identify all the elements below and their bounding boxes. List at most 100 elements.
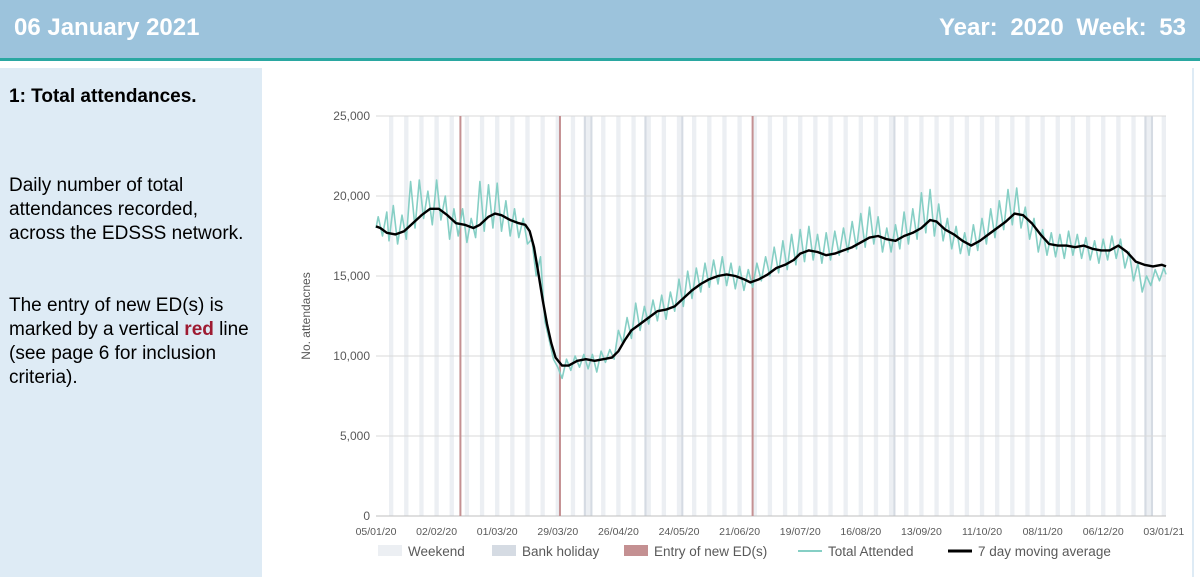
weekend-band <box>661 116 667 516</box>
weekend-band <box>767 116 773 516</box>
y-tick-label: 15,000 <box>333 269 370 283</box>
bank-holiday-band <box>893 116 896 516</box>
y-axis-label: No. attendacnes <box>299 272 313 359</box>
note-suffix: line (see page 6 for inclusion criteria)… <box>9 319 249 388</box>
y-tick-label: 0 <box>363 509 370 523</box>
weekend-band <box>888 116 894 516</box>
x-tick-label: 08/11/20 <box>1023 526 1063 538</box>
weekend-band <box>1055 116 1060 516</box>
section-note: The entry of new ED(s) is marked by a ve… <box>9 294 259 390</box>
legend-swatch <box>378 545 402 556</box>
bank-holiday-band <box>1150 116 1154 516</box>
panel-right-border <box>1192 68 1194 577</box>
legend-label: Total Attended <box>828 544 914 559</box>
year-week-label: Year: 2020 Week: 53 <box>938 14 1186 41</box>
x-tick-label: 02/02/20 <box>416 526 457 538</box>
weekend-band <box>388 116 394 516</box>
weekend-band <box>434 116 439 516</box>
weekend-band <box>479 116 485 516</box>
legend-label: Entry of new ED(s) <box>654 544 767 559</box>
x-tick-label: 11/10/20 <box>962 526 1002 538</box>
weekend-band <box>419 116 424 516</box>
weekend-band <box>540 116 545 516</box>
legend-label: Bank holiday <box>522 544 600 559</box>
weekend-band <box>722 116 727 516</box>
weekend-band <box>555 116 560 516</box>
bank-holiday-band <box>590 116 593 516</box>
weekend-band <box>995 116 1000 516</box>
x-tick-label: 29/03/20 <box>537 526 578 538</box>
weekend-band <box>404 116 409 516</box>
report-date: 06 January 2021 <box>14 14 200 41</box>
weekend-band <box>737 116 742 516</box>
weekend-band <box>692 116 697 516</box>
weekend-band <box>1010 116 1015 516</box>
bank-holiday-band <box>583 116 586 516</box>
weekend-band <box>934 116 939 516</box>
legend-swatch <box>492 545 516 556</box>
x-tick-label: 05/01/20 <box>356 526 397 538</box>
legend-label: Weekend <box>408 544 465 559</box>
weekend-band <box>798 116 803 516</box>
weekend-band <box>1131 116 1136 516</box>
weekend-band <box>964 116 970 516</box>
weekend-band <box>1070 116 1076 516</box>
moving-average-line <box>375 207 1167 367</box>
weekend-band <box>752 116 757 516</box>
x-tick-label: 16/08/20 <box>840 526 881 538</box>
bank-holiday-band <box>681 116 684 516</box>
x-tick-label: 13/09/20 <box>901 526 942 538</box>
weekend-band <box>1116 116 1121 516</box>
x-tick-label: 21/06/20 <box>719 526 760 538</box>
legend-label: 7 day moving average <box>978 544 1111 559</box>
section-title: 1: Total attendances. <box>9 86 197 107</box>
x-tick-label: 06/12/20 <box>1083 526 1124 538</box>
header-bar <box>0 0 1200 58</box>
weekend-band <box>858 116 863 516</box>
side-panel <box>0 68 262 577</box>
weekend-band <box>449 116 454 516</box>
weekend-band <box>949 116 954 516</box>
weekend-band <box>782 116 788 516</box>
note-prefix: The entry of new ED(s) is marked by a ve… <box>9 295 224 340</box>
weekend-band <box>1085 116 1091 516</box>
bank-holiday-band <box>1144 116 1147 516</box>
weekend-band <box>464 116 470 516</box>
weekend-band <box>828 116 833 516</box>
attendances-chart: 0 5,000 10,000 15,000 20,000 25,000 05/01/20 02… <box>299 109 1184 559</box>
weekend-band <box>1161 116 1166 516</box>
weekend-band <box>843 116 848 516</box>
weekend-band <box>904 116 909 516</box>
weekend-band <box>1025 116 1030 516</box>
weekend-band <box>1101 116 1106 516</box>
weekend-band <box>525 116 530 516</box>
weekend-band <box>979 116 985 516</box>
note-red-word: red <box>184 319 214 340</box>
weekend-band <box>676 116 682 516</box>
x-tick-label: 01/03/20 <box>477 526 518 538</box>
header-rule <box>0 58 1200 61</box>
x-tick-label: 03/01/21 <box>1143 526 1184 538</box>
weekend-band <box>1146 116 1151 516</box>
weekend-band <box>646 116 651 516</box>
weekend-band <box>873 116 879 516</box>
weekend-band <box>616 116 621 516</box>
weekend-band <box>510 116 515 516</box>
x-tick-label: 19/07/20 <box>780 526 821 538</box>
weekend-band <box>919 116 924 516</box>
bank-holiday-band <box>644 116 647 516</box>
x-tick-label: 26/04/20 <box>598 526 639 538</box>
weekend-band <box>1040 116 1045 516</box>
y-tick-label: 10,000 <box>333 349 370 363</box>
y-tick-label: 25,000 <box>333 109 370 123</box>
weekend-band <box>813 116 818 516</box>
y-tick-label: 20,000 <box>333 189 370 203</box>
section-description: Daily number of total attendances record… <box>9 175 244 244</box>
x-tick-label: 24/05/20 <box>659 526 700 538</box>
weekend-band <box>707 116 712 516</box>
legend-swatch <box>624 545 648 556</box>
weekend-band <box>495 116 500 516</box>
weekend-band <box>570 116 576 516</box>
weekend-band <box>601 116 606 516</box>
weekend-band <box>585 116 591 516</box>
